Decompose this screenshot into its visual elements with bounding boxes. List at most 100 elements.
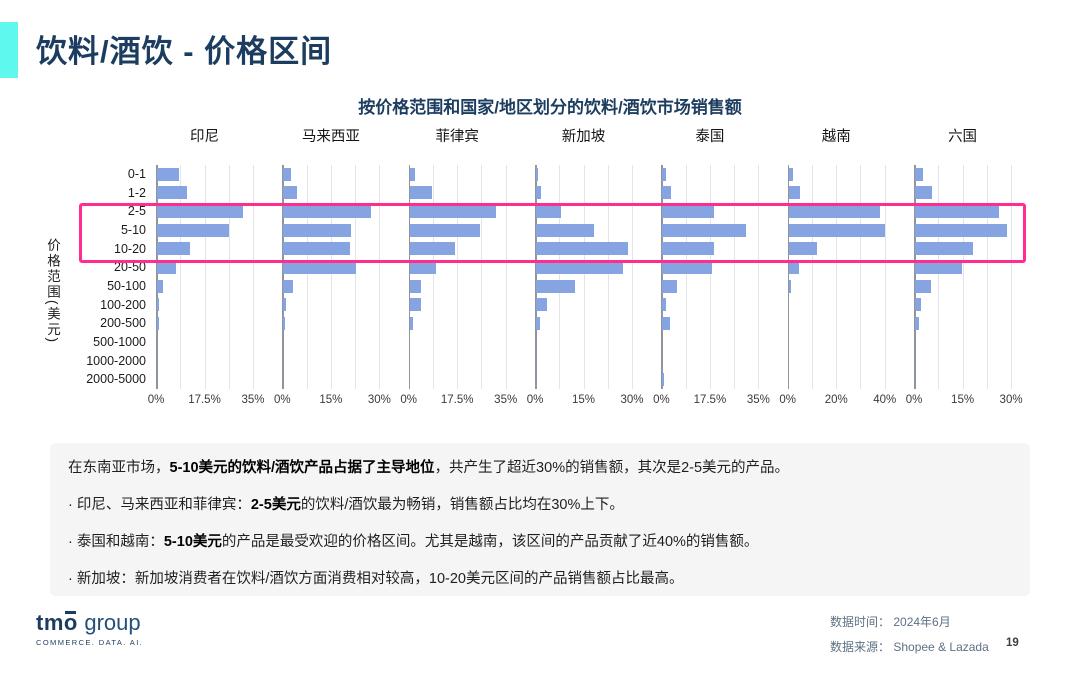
bar (662, 261, 713, 275)
gridline (204, 165, 206, 389)
bar (283, 242, 350, 256)
logo-wordmark: tmo group (36, 612, 143, 634)
panels: 印尼 0% 17.5% 35% 马来西亚 0% 15% 30% 菲律宾 0% 17.5% 35% 新加坡… (148, 128, 1023, 416)
insight-bold-text: 5-10美元的饮料/酒饮产品占据了主导地位 (169, 460, 435, 476)
panel-菲律宾: 菲律宾 0% 17.5% 35% (400, 128, 535, 416)
data-source-value: Shopee & Lazada (893, 640, 989, 654)
bar (662, 317, 670, 331)
gridline (884, 165, 886, 389)
page-number: 19 (1006, 637, 1019, 649)
bar (662, 279, 678, 293)
bar (788, 167, 794, 181)
bar (409, 261, 437, 275)
bar (788, 261, 800, 275)
gridline (811, 165, 813, 389)
gridline (253, 165, 254, 389)
bar (662, 242, 714, 256)
tick-label: 0% (905, 394, 923, 406)
bar (788, 205, 880, 219)
tick-label: 35% (494, 394, 518, 406)
axis-line (408, 165, 411, 389)
gridline (1011, 165, 1013, 389)
bar (788, 242, 818, 256)
tick-label: 15% (951, 394, 975, 406)
gridline (607, 165, 609, 389)
gridline (632, 165, 634, 389)
insight-text: · 新加坡：新加坡消费者在饮料/酒饮方面消费相对较高，10-20美元区间的产品销… (68, 571, 684, 587)
gridline (355, 165, 357, 389)
bar (536, 223, 595, 237)
bar (409, 242, 456, 256)
bar (915, 261, 962, 275)
bar (536, 317, 541, 331)
bar (788, 279, 792, 293)
panel-plot (787, 165, 886, 389)
category-label: 0-1 (127, 167, 146, 181)
insight-text: 在东南亚市场， (68, 460, 170, 476)
gridline (505, 165, 507, 389)
bar (157, 279, 163, 293)
gridline (379, 165, 381, 389)
bar (157, 186, 188, 200)
bar (157, 205, 243, 219)
tick-label: 0% (526, 394, 544, 406)
bar (662, 186, 672, 200)
x-ticks: 0% 17.5% 35% (400, 394, 517, 416)
category-label: 20-50 (114, 260, 146, 275)
gridline (481, 165, 483, 389)
gridline (860, 165, 862, 389)
bar (915, 167, 924, 181)
data-time-label: 数据时间： (830, 615, 891, 629)
panel-新加坡: 新加坡 0% 15% 30% (527, 128, 661, 416)
x-ticks: 0% 15% 30% (274, 394, 391, 416)
bar (283, 317, 286, 331)
data-time-line: 数据时间： 2024年6月 (830, 610, 989, 635)
gridline (330, 165, 332, 389)
bar (157, 261, 177, 275)
x-ticks: 0% 20% 40% (779, 394, 896, 416)
tick-label: 17.5% (188, 394, 221, 406)
gridline (962, 165, 964, 389)
insight-text: ，共产生了超近30%的销售额，其次是2-5美元的产品。 (434, 460, 790, 476)
bar (788, 223, 885, 237)
category-label: 2-5 (127, 204, 146, 219)
panel-plot (156, 165, 254, 389)
insight-line: 在东南亚市场，5-10美元的饮料/酒饮产品占据了主导地位，共产生了超近30%的销… (68, 458, 1006, 479)
gridline (758, 165, 760, 389)
axis-line (661, 165, 663, 389)
tick-label: 0% (779, 394, 797, 406)
logo: tmo group COMMERCE. DATA. AI. (36, 612, 144, 648)
bar (915, 317, 920, 331)
bar (915, 223, 1008, 237)
chart-title: 按价格范围和国家/地区划分的饮料/酒饮市场销售额 (358, 98, 742, 117)
gridline (685, 165, 687, 389)
bar (157, 167, 180, 181)
page-title: 饮料/酒饮 - 价格区间 (36, 34, 333, 69)
gridline (432, 165, 434, 389)
gridline (583, 165, 585, 389)
category-label: 50-100 (107, 278, 146, 293)
panel-越南: 越南 0% 20% 40% (779, 128, 914, 416)
category-label: 500-1000 (93, 334, 146, 349)
bar (536, 242, 629, 256)
category-labels: 0-1 1-2 2-5 5-10 10-20 20-50 50-100 100-200 200-… (56, 165, 146, 389)
bar (915, 186, 933, 200)
insight-bold-text: 2-5美元 (250, 497, 301, 513)
axis-line (535, 165, 537, 389)
gridline (986, 165, 988, 389)
y-axis-label: 价格范围(美元) (45, 238, 60, 344)
chart: 价格范围(美元) 0-1 1-2 2-5 5-10 10-20 20-50 50-100 10… (36, 128, 1046, 423)
axis-line (914, 165, 916, 389)
bar (283, 298, 287, 312)
tick-label: 0% (147, 394, 165, 406)
bar (662, 205, 714, 219)
gridline (836, 165, 838, 389)
tick-label: 20% (824, 394, 848, 406)
panel-header: 新加坡 (561, 129, 606, 145)
logo-tm: tm (36, 610, 64, 635)
bar (915, 279, 931, 293)
panel-header: 马来西亚 (301, 129, 360, 145)
data-source-label: 数据来源： (830, 640, 891, 654)
bar (283, 167, 292, 181)
logo-subtext: COMMERCE. DATA. AI. (36, 638, 144, 647)
